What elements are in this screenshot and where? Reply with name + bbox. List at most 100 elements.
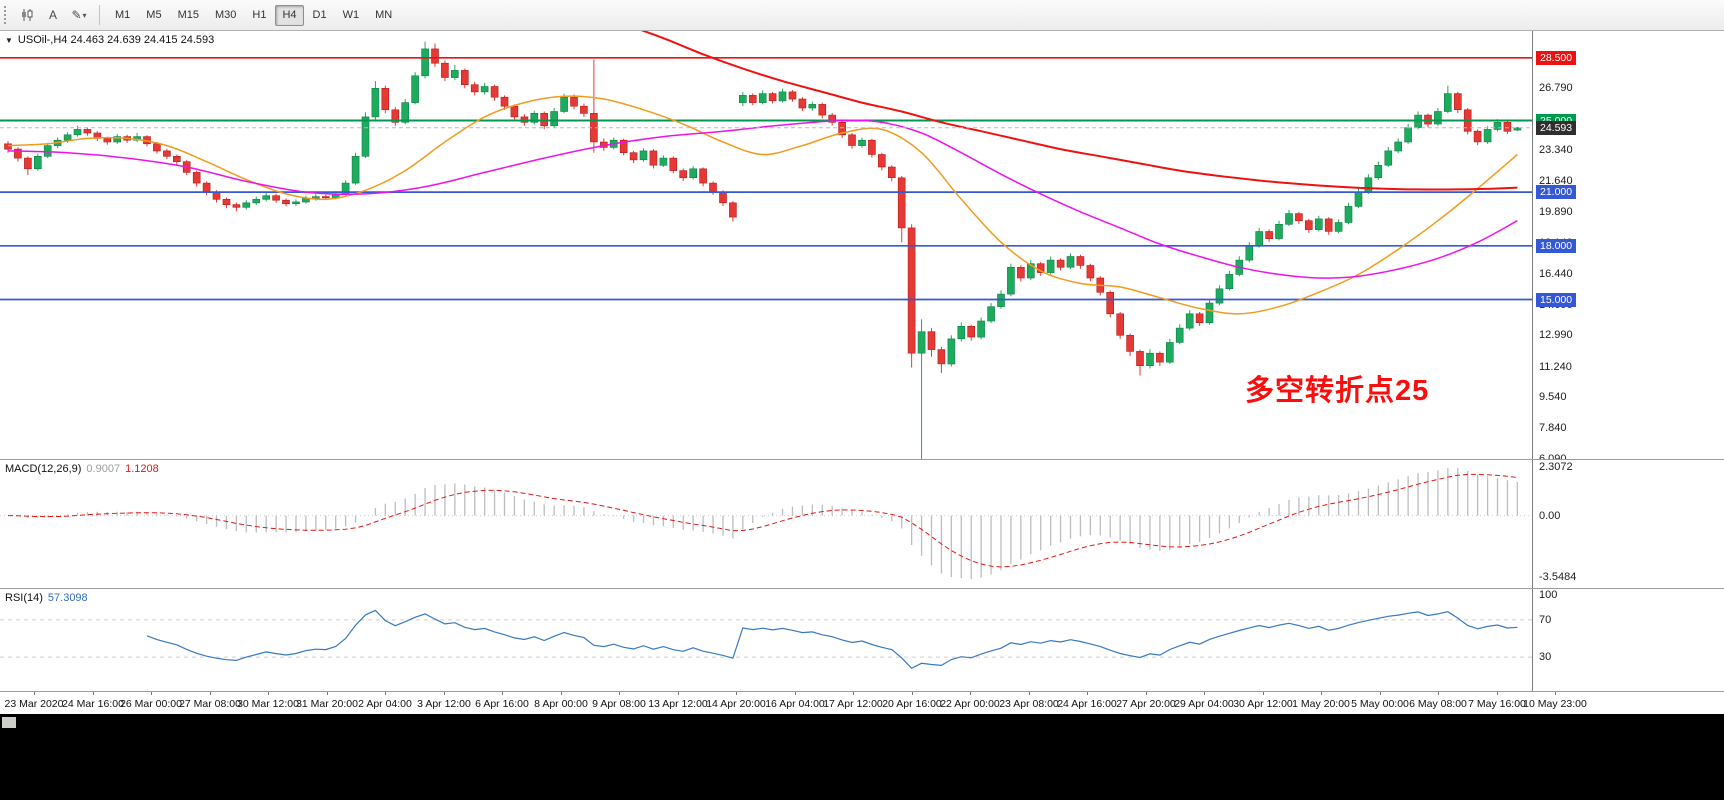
time-tick — [619, 692, 620, 695]
time-axis-label: 13 Apr 12:00 — [648, 698, 708, 710]
rsi-plot[interactable] — [0, 589, 1532, 690]
rsi-axis[interactable]: 100 70 30 — [1532, 589, 1724, 691]
time-axis-label: 5 May 00:00 — [1351, 698, 1409, 710]
macd-axis-label: 2.3072 — [1539, 461, 1573, 473]
time-tick — [268, 692, 269, 695]
rsi-title: RSI(14) 57.3098 — [5, 592, 88, 604]
time-axis-label: 31 Mar 20:00 — [296, 698, 358, 710]
time-axis-label: 17 Apr 12:00 — [823, 698, 883, 710]
timeframe-button-h4[interactable]: H4 — [275, 4, 304, 26]
timeframe-button-m1[interactable]: M1 — [115, 8, 131, 21]
time-axis[interactable]: 23 Mar 2020 24 Mar 16:00 26 Mar 00:00 27 Ma… — [0, 691, 1724, 714]
price-axis-label: 9.540 — [1539, 391, 1567, 403]
time-axis-label: 26 Mar 00:00 — [120, 698, 182, 710]
time-axis-label: 29 Apr 04:00 — [1174, 698, 1234, 710]
chart-ohlc-line: ▼ USOil-,H4 24.463 24.639 24.415 24.593 — [5, 34, 214, 46]
rsi-axis-label: 70 — [1539, 614, 1552, 626]
price-tag-18.000: 18.000 — [1536, 239, 1577, 253]
time-axis-label: 1 May 20:00 — [1292, 698, 1350, 710]
candlestick-chart-button[interactable] — [15, 3, 39, 27]
time-tick — [1497, 692, 1498, 695]
time-tick — [1438, 692, 1439, 695]
time-axis-label: 27 Apr 20:00 — [1116, 698, 1176, 710]
time-tick — [502, 692, 503, 695]
time-axis-label: 23 Apr 08:00 — [999, 698, 1059, 710]
time-tick — [444, 692, 445, 695]
macd-title: MACD(12,26,9) 0.9007 1.1208 — [5, 463, 159, 475]
time-axis-label: 24 Mar 16:00 — [62, 698, 124, 710]
text-tool-button[interactable]: A — [41, 3, 65, 27]
time-tick — [1204, 692, 1205, 695]
toolbar: A ✎ ▾ M1 M5 M15 M30 H1 H4 D1 W1 MN — [0, 0, 1724, 31]
time-axis-label: 22 Apr 00:00 — [940, 698, 1000, 710]
time-axis-label: 14 Apr 20:00 — [706, 698, 766, 710]
text-tool-label: A — [48, 8, 57, 22]
price-axis-label: 26.790 — [1539, 82, 1573, 94]
time-tick — [912, 692, 913, 695]
symbol-ohlc-text: USOil-,H4 24.463 24.639 24.415 24.593 — [17, 34, 215, 46]
timeframe-button-h1[interactable]: H1 — [252, 8, 267, 21]
rsi-axis-label: 100 — [1539, 589, 1558, 601]
time-tick — [678, 692, 679, 695]
time-axis-label: 9 Apr 08:00 — [592, 698, 646, 710]
main-chart-plot[interactable] — [0, 31, 1532, 459]
macd-axis-label: -3.5484 — [1539, 571, 1577, 583]
time-axis-label: 8 Apr 00:00 — [534, 698, 588, 710]
time-tick — [1555, 692, 1556, 695]
timeframe-button-m30[interactable]: M30 — [214, 8, 237, 21]
timeframe-button-mn[interactable]: MN — [375, 8, 393, 21]
price-tag-28.500: 28.500 — [1536, 51, 1577, 65]
price-axis-label: 11.240 — [1539, 361, 1572, 373]
price-axis-label: 21.640 — [1539, 175, 1573, 187]
time-axis-label: 30 Mar 12:00 — [237, 698, 299, 710]
macd-axis[interactable]: 2.3072 0.00 -3.5484 — [1532, 460, 1724, 588]
one-click-trading-arrow[interactable]: ▼ — [5, 35, 13, 45]
time-tick — [34, 692, 35, 695]
macd-label: MACD(12,26,9) — [5, 463, 82, 475]
time-tick — [210, 692, 211, 695]
toolbar-drag-grip[interactable] — [4, 6, 9, 24]
price-axis[interactable]: 26.79023.34021.64019.89018.14016.44014.6… — [1532, 31, 1724, 459]
time-tick — [795, 692, 796, 695]
macd-signal-line — [7, 473, 1518, 568]
current-price-tag: 24.593 — [1536, 121, 1577, 135]
timeframe-button-m5[interactable]: M5 — [146, 8, 162, 21]
timeframe-button-m15[interactable]: M15 — [177, 8, 199, 21]
timeframe-button-d1[interactable]: D1 — [312, 8, 327, 21]
price-tag-15.000: 15.000 — [1536, 293, 1577, 307]
main-chart-panel: 26.79023.34021.64019.89018.14016.44014.6… — [0, 31, 1724, 459]
macd-axis-label: 0.00 — [1539, 510, 1561, 522]
time-axis-label: 6 May 08:00 — [1409, 698, 1467, 710]
chart-annotation: 多空转折点25 — [1245, 375, 1430, 407]
macd-plot[interactable] — [0, 460, 1532, 587]
time-tick — [1321, 692, 1322, 695]
price-axis-label: 16.440 — [1539, 268, 1573, 280]
rsi-axis-label: 30 — [1539, 651, 1552, 663]
time-axis-label: 23 Mar 2020 — [4, 698, 64, 710]
candlestick-icon — [22, 9, 33, 21]
time-tick — [93, 692, 94, 695]
timeframe-button-w1[interactable]: W1 — [342, 8, 360, 21]
time-tick — [561, 692, 562, 695]
time-axis-label: 24 Apr 16:00 — [1057, 698, 1117, 710]
draw-tool-dropdown[interactable]: ✎ ▾ — [67, 3, 91, 27]
rsi-label: RSI(14) — [5, 592, 43, 604]
rsi-value: 57.3098 — [47, 592, 88, 604]
price-tag-21.000: 21.000 — [1536, 185, 1577, 199]
time-axis-label: 6 Apr 16:00 — [475, 698, 529, 710]
price-axis-label: 6.090 — [1539, 453, 1567, 459]
time-axis-label: 20 Apr 16:00 — [882, 698, 942, 710]
bottom-bar-fragment — [2, 717, 16, 728]
timeframe-toolbar: M1 M5 M15 M30 H1 H4 D1 W1 MN — [107, 4, 400, 26]
time-tick — [1263, 692, 1264, 695]
rsi-line — [146, 609, 1518, 670]
rsi-panel: 100 70 30 RSI(14) 57.3098 — [0, 588, 1724, 691]
bottom-bar — [0, 714, 1724, 800]
macd-panel: 2.3072 0.00 -3.5484 MACD(12,26,9) 0.9007 1… — [0, 459, 1724, 588]
macd-signal-value: 1.1208 — [125, 463, 159, 475]
pencil-icon: ✎ — [71, 8, 82, 22]
time-tick — [1029, 692, 1030, 695]
time-axis-label: 7 May 16:00 — [1468, 698, 1526, 710]
chevron-down-icon: ▾ — [82, 10, 87, 20]
time-axis-label: 30 Apr 12:00 — [1233, 698, 1293, 710]
